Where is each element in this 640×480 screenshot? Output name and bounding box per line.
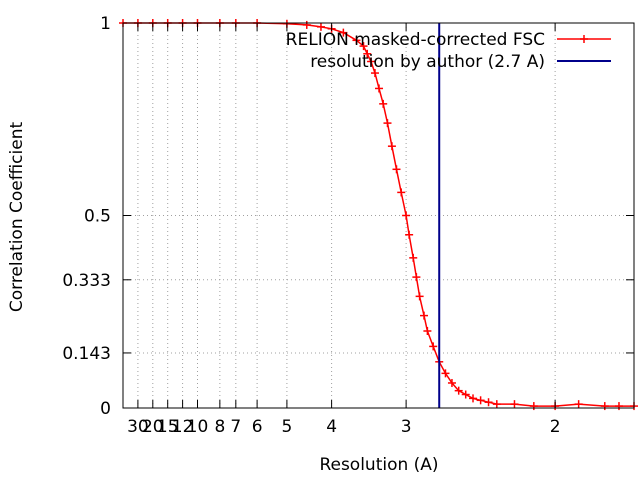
y-tick-label: 0 xyxy=(100,399,111,419)
fsc-data-point xyxy=(412,273,421,282)
fsc-data-point xyxy=(492,400,501,409)
y-tick-label: 1 xyxy=(100,14,111,34)
x-tick-label: 5 xyxy=(281,417,292,437)
legend-label-author-resolution: resolution by author (2.7 A) xyxy=(310,52,545,72)
fsc-data-point xyxy=(574,400,583,409)
x-tick-label: 15 xyxy=(157,417,179,437)
x-tick-label: 12 xyxy=(172,417,194,437)
fsc-data-point xyxy=(484,398,493,407)
y-tick-label: 0.333 xyxy=(62,271,111,291)
fsc-data-point xyxy=(423,327,432,335)
fsc-data-point xyxy=(352,36,361,45)
fsc-curve xyxy=(123,22,634,407)
fsc-data-point xyxy=(302,20,311,29)
fsc-data-point xyxy=(469,394,478,403)
fsc-data-point xyxy=(367,57,376,66)
fsc-data-point xyxy=(316,22,325,31)
x-tick-label: 30 xyxy=(127,417,149,437)
fsc-data-point xyxy=(363,49,372,58)
x-tick-label: 2 xyxy=(550,417,561,437)
y-tick-label: 0.143 xyxy=(62,344,111,364)
fsc-data-point xyxy=(359,42,368,51)
fsc-data-point xyxy=(370,69,379,78)
fsc-data-point xyxy=(454,386,463,395)
fsc-data-point xyxy=(383,119,392,128)
fsc-data-point xyxy=(600,402,609,411)
legend-label-fsc: RELION masked-corrected FSC xyxy=(286,30,545,50)
y-tick-label: 0.5 xyxy=(84,207,111,227)
x-tick-label: 20 xyxy=(142,417,164,437)
fsc-data-point xyxy=(614,402,623,411)
fsc-data-point xyxy=(420,311,429,320)
fsc-data-point xyxy=(447,378,456,387)
x-tick-label: 8 xyxy=(214,417,225,437)
legend-marker-fsc xyxy=(580,35,588,43)
fsc-data-point xyxy=(375,84,384,93)
fsc-data-point xyxy=(529,402,538,411)
x-tick-label: 4 xyxy=(326,417,337,437)
fsc-data-point xyxy=(397,188,406,197)
plot-series xyxy=(119,19,638,411)
fsc-data-point xyxy=(379,99,388,108)
fsc-data-point xyxy=(415,292,424,301)
fsc-data-point xyxy=(441,369,450,378)
fsc-data-point xyxy=(402,211,411,220)
legend: RELION masked-corrected FSC resolution b… xyxy=(286,30,611,72)
fsc-data-point xyxy=(476,396,485,405)
x-tick-label: 3 xyxy=(401,417,412,437)
x-tick-label: 7 xyxy=(230,417,241,437)
y-axis-title: Correlation Coefficient xyxy=(7,122,27,313)
fsc-data-point xyxy=(405,230,414,239)
x-axis-title: Resolution (A) xyxy=(319,455,438,475)
fsc-data-point xyxy=(339,28,348,37)
x-tick-label: 6 xyxy=(252,417,263,437)
fsc-data-point xyxy=(429,342,438,351)
grid-lines xyxy=(123,23,634,408)
fsc-data-point xyxy=(461,390,470,399)
fsc-data-point xyxy=(392,165,401,174)
fsc-data-point xyxy=(409,253,418,262)
fsc-data-point xyxy=(387,142,396,151)
fsc-data-point xyxy=(510,400,519,409)
x-tick-label: 10 xyxy=(187,417,209,437)
